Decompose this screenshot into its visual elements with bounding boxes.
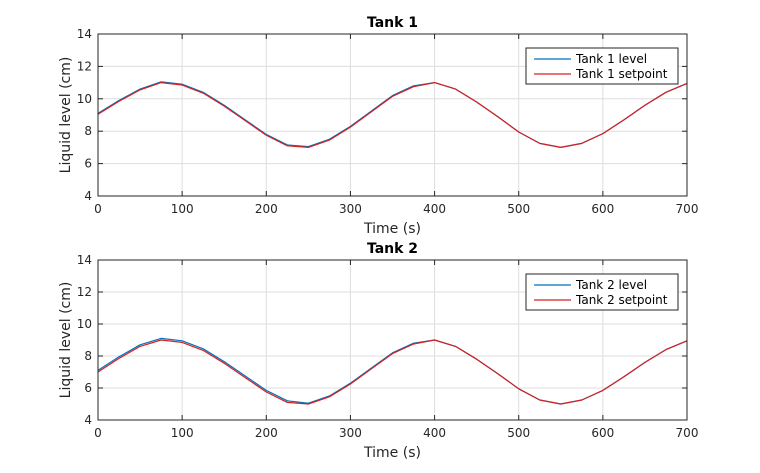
x-tick-label: 600 xyxy=(591,426,614,440)
x-tick-label: 200 xyxy=(255,202,278,216)
x-tick-label: 400 xyxy=(423,426,446,440)
x-tick-label: 700 xyxy=(676,202,699,216)
y-tick-label: 14 xyxy=(77,253,92,267)
series-line-setpoint xyxy=(97,82,688,148)
x-tick-label: 600 xyxy=(591,202,614,216)
y-tick-label: 10 xyxy=(77,92,92,106)
y-tick-label: 6 xyxy=(84,157,92,171)
y-tick-label: 10 xyxy=(77,317,92,331)
chart-title: Tank 1 xyxy=(367,15,418,31)
x-tick-label: 300 xyxy=(339,202,362,216)
x-tick-label: 500 xyxy=(507,202,530,216)
y-tick-label: 14 xyxy=(77,27,92,41)
y-axis-label: Liquid level (cm) xyxy=(58,57,74,174)
axes-frame xyxy=(97,259,688,421)
y-tick-label: 12 xyxy=(77,59,92,73)
legend-entry: Tank 2 level xyxy=(575,278,647,292)
axes-frame xyxy=(97,33,688,197)
y-axis-label: Liquid level (cm) xyxy=(58,282,74,399)
x-tick-label: 200 xyxy=(255,426,278,440)
y-tick-label: 4 xyxy=(84,189,92,203)
chart-panel-2: 0 100 200 300 400 500 600 700 4 6 8 10 12 14 Tank 2 Tim… xyxy=(58,241,698,461)
y-tick-label: 4 xyxy=(84,413,92,427)
y-tick-label: 8 xyxy=(84,349,92,363)
chart-title: Tank 2 xyxy=(367,241,418,257)
x-axis-label: Time (s) xyxy=(363,445,421,461)
x-tick-label: 100 xyxy=(171,426,194,440)
x-tick-label: 700 xyxy=(676,426,699,440)
legend-box xyxy=(525,47,679,85)
legend-entry: Tank 1 setpoint xyxy=(575,67,668,81)
x-tick-label: 500 xyxy=(507,426,530,440)
x-axis-label: Time (s) xyxy=(363,221,421,237)
x-tick-label: 300 xyxy=(339,426,362,440)
y-tick-label: 8 xyxy=(84,124,92,138)
x-tick-label: 0 xyxy=(94,426,102,440)
legend-entry: Tank 1 level xyxy=(575,52,647,66)
y-tick-label: 6 xyxy=(84,381,92,395)
chart-panel-1: 0 100 200 300 400 500 600 700 4 6 8 10 12 14 Tank 1 Tim… xyxy=(58,15,698,237)
legend-entry: Tank 2 setpoint xyxy=(575,293,668,307)
series-line-setpoint xyxy=(97,339,688,405)
x-tick-label: 400 xyxy=(423,202,446,216)
legend-box xyxy=(525,273,679,311)
y-tick-label: 12 xyxy=(77,285,92,299)
x-tick-label: 100 xyxy=(171,202,194,216)
x-tick-label: 0 xyxy=(94,202,102,216)
